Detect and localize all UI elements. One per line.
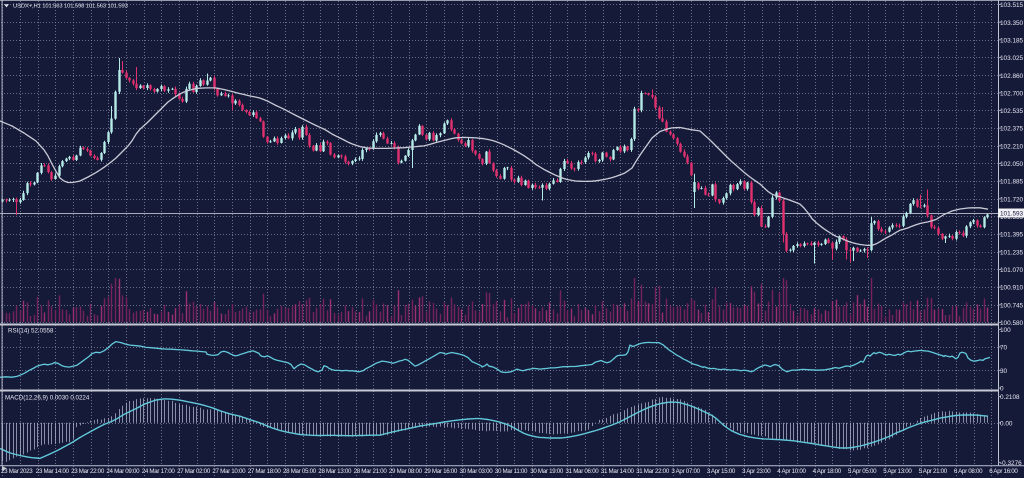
svg-text:29 Mar 16:00: 29 Mar 16:00: [424, 468, 458, 475]
svg-text:70: 70: [1000, 345, 1008, 352]
svg-text:0: 0: [1000, 386, 1004, 393]
svg-text:30 Mar 03:00: 30 Mar 03:00: [460, 468, 494, 475]
svg-text:103.350: 103.350: [1000, 20, 1024, 27]
svg-text:101.070: 101.070: [1000, 267, 1024, 274]
svg-text:3 Apr 15:00: 3 Apr 15:00: [707, 468, 736, 475]
svg-text:24 Mar 09:00: 24 Mar 09:00: [106, 468, 140, 475]
svg-text:27 Mar 02:00: 27 Mar 02:00: [177, 468, 211, 475]
svg-text:102.700: 102.700: [1000, 90, 1024, 97]
svg-text:100: 100: [1000, 327, 1011, 334]
svg-text:4 Apr 10:00: 4 Apr 10:00: [777, 468, 806, 475]
svg-text:31 Mar 14:00: 31 Mar 14:00: [601, 468, 635, 475]
svg-text:28 Mar 05:00: 28 Mar 05:00: [283, 468, 317, 475]
svg-text:RSI(14) 52.0558: RSI(14) 52.0558: [8, 328, 54, 335]
svg-text:101.593: 101.593: [1000, 211, 1024, 218]
svg-text:31 Mar 06:00: 31 Mar 06:00: [566, 468, 600, 475]
svg-text:-0.3276: -0.3276: [1000, 460, 1022, 467]
svg-text:102.860: 102.860: [1000, 73, 1024, 80]
svg-text:101.235: 101.235: [1000, 249, 1024, 256]
svg-text:102.535: 102.535: [1000, 108, 1024, 115]
svg-text:103.025: 103.025: [1000, 55, 1024, 62]
svg-text:28 Mar 13:00: 28 Mar 13:00: [318, 468, 352, 475]
svg-text:23 Mar 2023: 23 Mar 2023: [1, 468, 33, 475]
svg-text:5 Apr 05:00: 5 Apr 05:00: [848, 468, 877, 475]
svg-text:6 Apr 16:00: 6 Apr 16:00: [989, 468, 1018, 475]
svg-text:3 Apr 23:00: 3 Apr 23:00: [742, 468, 771, 475]
svg-text:101.885: 101.885: [1000, 179, 1024, 186]
svg-text:101.555: 101.555: [1000, 214, 1024, 221]
svg-text:23 Mar 22:00: 23 Mar 22:00: [71, 468, 105, 475]
svg-text:28 Mar 21:00: 28 Mar 21:00: [354, 468, 388, 475]
svg-text:100.910: 100.910: [1000, 285, 1024, 292]
svg-text:30: 30: [1000, 368, 1008, 375]
svg-text:30 Mar 11:00: 30 Mar 11:00: [495, 468, 528, 475]
svg-text:0.2108: 0.2108: [1000, 394, 1020, 401]
svg-text:5 Apr 13:00: 5 Apr 13:00: [883, 468, 912, 475]
svg-text:30 Mar 19:00: 30 Mar 19:00: [530, 468, 564, 475]
svg-text:31 Mar 22:00: 31 Mar 22:00: [636, 468, 670, 475]
svg-text:103.515: 103.515: [1000, 2, 1024, 9]
svg-text:101.395: 101.395: [1000, 232, 1024, 239]
svg-text:4 Apr 18:00: 4 Apr 18:00: [813, 468, 842, 475]
svg-text:MACD(12,26,9) 0.0030 0.0224: MACD(12,26,9) 0.0030 0.0224: [5, 395, 90, 402]
svg-text:102.210: 102.210: [1000, 143, 1024, 150]
svg-text:5 Apr 21:00: 5 Apr 21:00: [919, 468, 948, 475]
svg-text:USDX+,H1 101.563 101.598 101.5: USDX+,H1 101.563 101.598 101.563 101.593: [13, 4, 128, 10]
svg-text:6 Apr 08:00: 6 Apr 08:00: [954, 468, 983, 475]
svg-text:102.375: 102.375: [1000, 126, 1024, 133]
svg-text:100.580: 100.580: [1000, 320, 1024, 327]
svg-text:102.050: 102.050: [1000, 161, 1024, 168]
svg-text:24 Mar 17:00: 24 Mar 17:00: [142, 468, 176, 475]
svg-text:27 Mar 18:00: 27 Mar 18:00: [248, 468, 282, 475]
svg-text:100.745: 100.745: [1000, 302, 1024, 309]
svg-text:0.00: 0.00: [1000, 420, 1013, 427]
svg-text:103.185: 103.185: [1000, 37, 1024, 44]
svg-text:23 Mar 14:00: 23 Mar 14:00: [36, 468, 70, 475]
svg-text:27 Mar 10:00: 27 Mar 10:00: [212, 468, 246, 475]
svg-text:3 Apr 07:00: 3 Apr 07:00: [671, 468, 700, 475]
svg-text:101.720: 101.720: [1000, 196, 1024, 203]
svg-text:29 Mar 08:00: 29 Mar 08:00: [389, 468, 423, 475]
